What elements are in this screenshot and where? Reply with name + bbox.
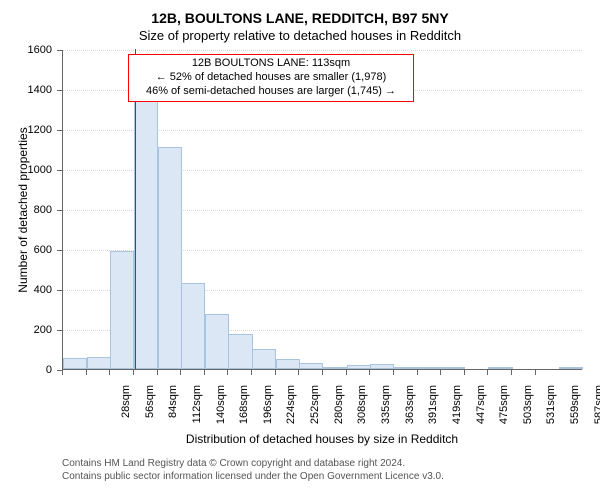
y-tick	[57, 50, 62, 51]
x-tick-label: 28sqm	[120, 385, 132, 445]
x-tick	[157, 370, 158, 375]
x-tick	[440, 370, 441, 375]
y-tick	[57, 130, 62, 131]
histogram-bar	[158, 147, 182, 369]
y-tick-label: 400	[0, 284, 52, 296]
histogram-bar	[252, 349, 276, 369]
x-tick	[180, 370, 181, 375]
x-tick-label: 112sqm	[191, 385, 203, 445]
x-tick-label: 363sqm	[404, 385, 416, 445]
x-tick	[298, 370, 299, 375]
x-tick	[227, 370, 228, 375]
footer-line: Contains HM Land Registry data © Crown c…	[62, 458, 582, 471]
x-tick-label: 447sqm	[475, 385, 487, 445]
histogram-bar	[299, 363, 323, 369]
histogram-bar	[110, 251, 134, 369]
x-tick	[133, 370, 134, 375]
x-tick	[109, 370, 110, 375]
x-tick	[511, 370, 512, 375]
histogram-bar	[134, 74, 158, 369]
histogram-bar	[181, 283, 205, 369]
histogram-bar	[370, 364, 394, 369]
histogram-bar	[228, 334, 252, 369]
histogram-bar	[347, 365, 371, 369]
grid-line	[63, 50, 582, 51]
x-tick-label: 531sqm	[545, 385, 557, 445]
x-tick	[535, 370, 536, 375]
annotation-line: ← 52% of detached houses are smaller (1,…	[133, 71, 409, 85]
y-tick-label: 0	[0, 364, 52, 376]
x-tick	[487, 370, 488, 375]
y-tick-label: 800	[0, 204, 52, 216]
histogram-bar	[488, 367, 512, 369]
histogram-bar	[441, 367, 465, 369]
y-tick-label: 1000	[0, 164, 52, 176]
histogram-bar	[323, 367, 347, 369]
histogram-bar	[276, 359, 300, 369]
x-tick	[62, 370, 63, 375]
histogram-bar	[559, 367, 583, 369]
x-tick-label: 84sqm	[167, 385, 179, 445]
histogram-bar	[418, 367, 442, 369]
footer-line: Contains public sector information licen…	[62, 471, 582, 484]
x-tick-label: 391sqm	[427, 385, 439, 445]
y-tick-label: 1600	[0, 44, 52, 56]
y-tick	[57, 170, 62, 171]
histogram-bar	[63, 358, 87, 369]
x-tick-label: 196sqm	[262, 385, 274, 445]
x-tick-label: 335sqm	[380, 385, 392, 445]
x-tick-label: 56sqm	[144, 385, 156, 445]
x-tick	[417, 370, 418, 375]
chart-subtitle: Size of property relative to detached ho…	[0, 28, 600, 43]
y-tick	[57, 210, 62, 211]
y-tick	[57, 330, 62, 331]
annotation-box: 12B BOULTONS LANE: 113sqm ← 52% of detac…	[128, 54, 414, 102]
x-tick-label: 419sqm	[451, 385, 463, 445]
x-tick-label: 475sqm	[498, 385, 510, 445]
histogram-bar	[87, 357, 111, 369]
annotation-line: 46% of semi-detached houses are larger (…	[133, 85, 409, 99]
chart-title: 12B, BOULTONS LANE, REDDITCH, B97 5NY	[0, 10, 600, 26]
x-tick-label: 587sqm	[593, 385, 600, 445]
footer: Contains HM Land Registry data © Crown c…	[62, 458, 582, 483]
x-tick	[275, 370, 276, 375]
x-tick	[393, 370, 394, 375]
y-tick	[57, 250, 62, 251]
y-tick	[57, 290, 62, 291]
x-tick	[251, 370, 252, 375]
x-tick	[322, 370, 323, 375]
x-tick	[346, 370, 347, 375]
histogram-bar	[394, 367, 418, 369]
annotation-line: 12B BOULTONS LANE: 113sqm	[133, 57, 409, 71]
x-tick-label: 224sqm	[285, 385, 297, 445]
x-tick-label: 280sqm	[333, 385, 345, 445]
y-tick-label: 600	[0, 244, 52, 256]
x-tick-label: 252sqm	[309, 385, 321, 445]
y-tick-label: 200	[0, 324, 52, 336]
x-tick	[86, 370, 87, 375]
histogram-bar	[205, 314, 229, 369]
x-tick-label: 559sqm	[569, 385, 581, 445]
x-tick-label: 308sqm	[356, 385, 368, 445]
x-tick	[464, 370, 465, 375]
x-tick	[369, 370, 370, 375]
x-tick-label: 168sqm	[238, 385, 250, 445]
figure: 12B, BOULTONS LANE, REDDITCH, B97 5NY Si…	[0, 0, 600, 500]
y-tick	[57, 90, 62, 91]
x-tick	[204, 370, 205, 375]
x-tick-label: 503sqm	[522, 385, 534, 445]
x-tick-label: 140sqm	[215, 385, 227, 445]
y-tick-label: 1200	[0, 124, 52, 136]
y-tick-label: 1400	[0, 84, 52, 96]
